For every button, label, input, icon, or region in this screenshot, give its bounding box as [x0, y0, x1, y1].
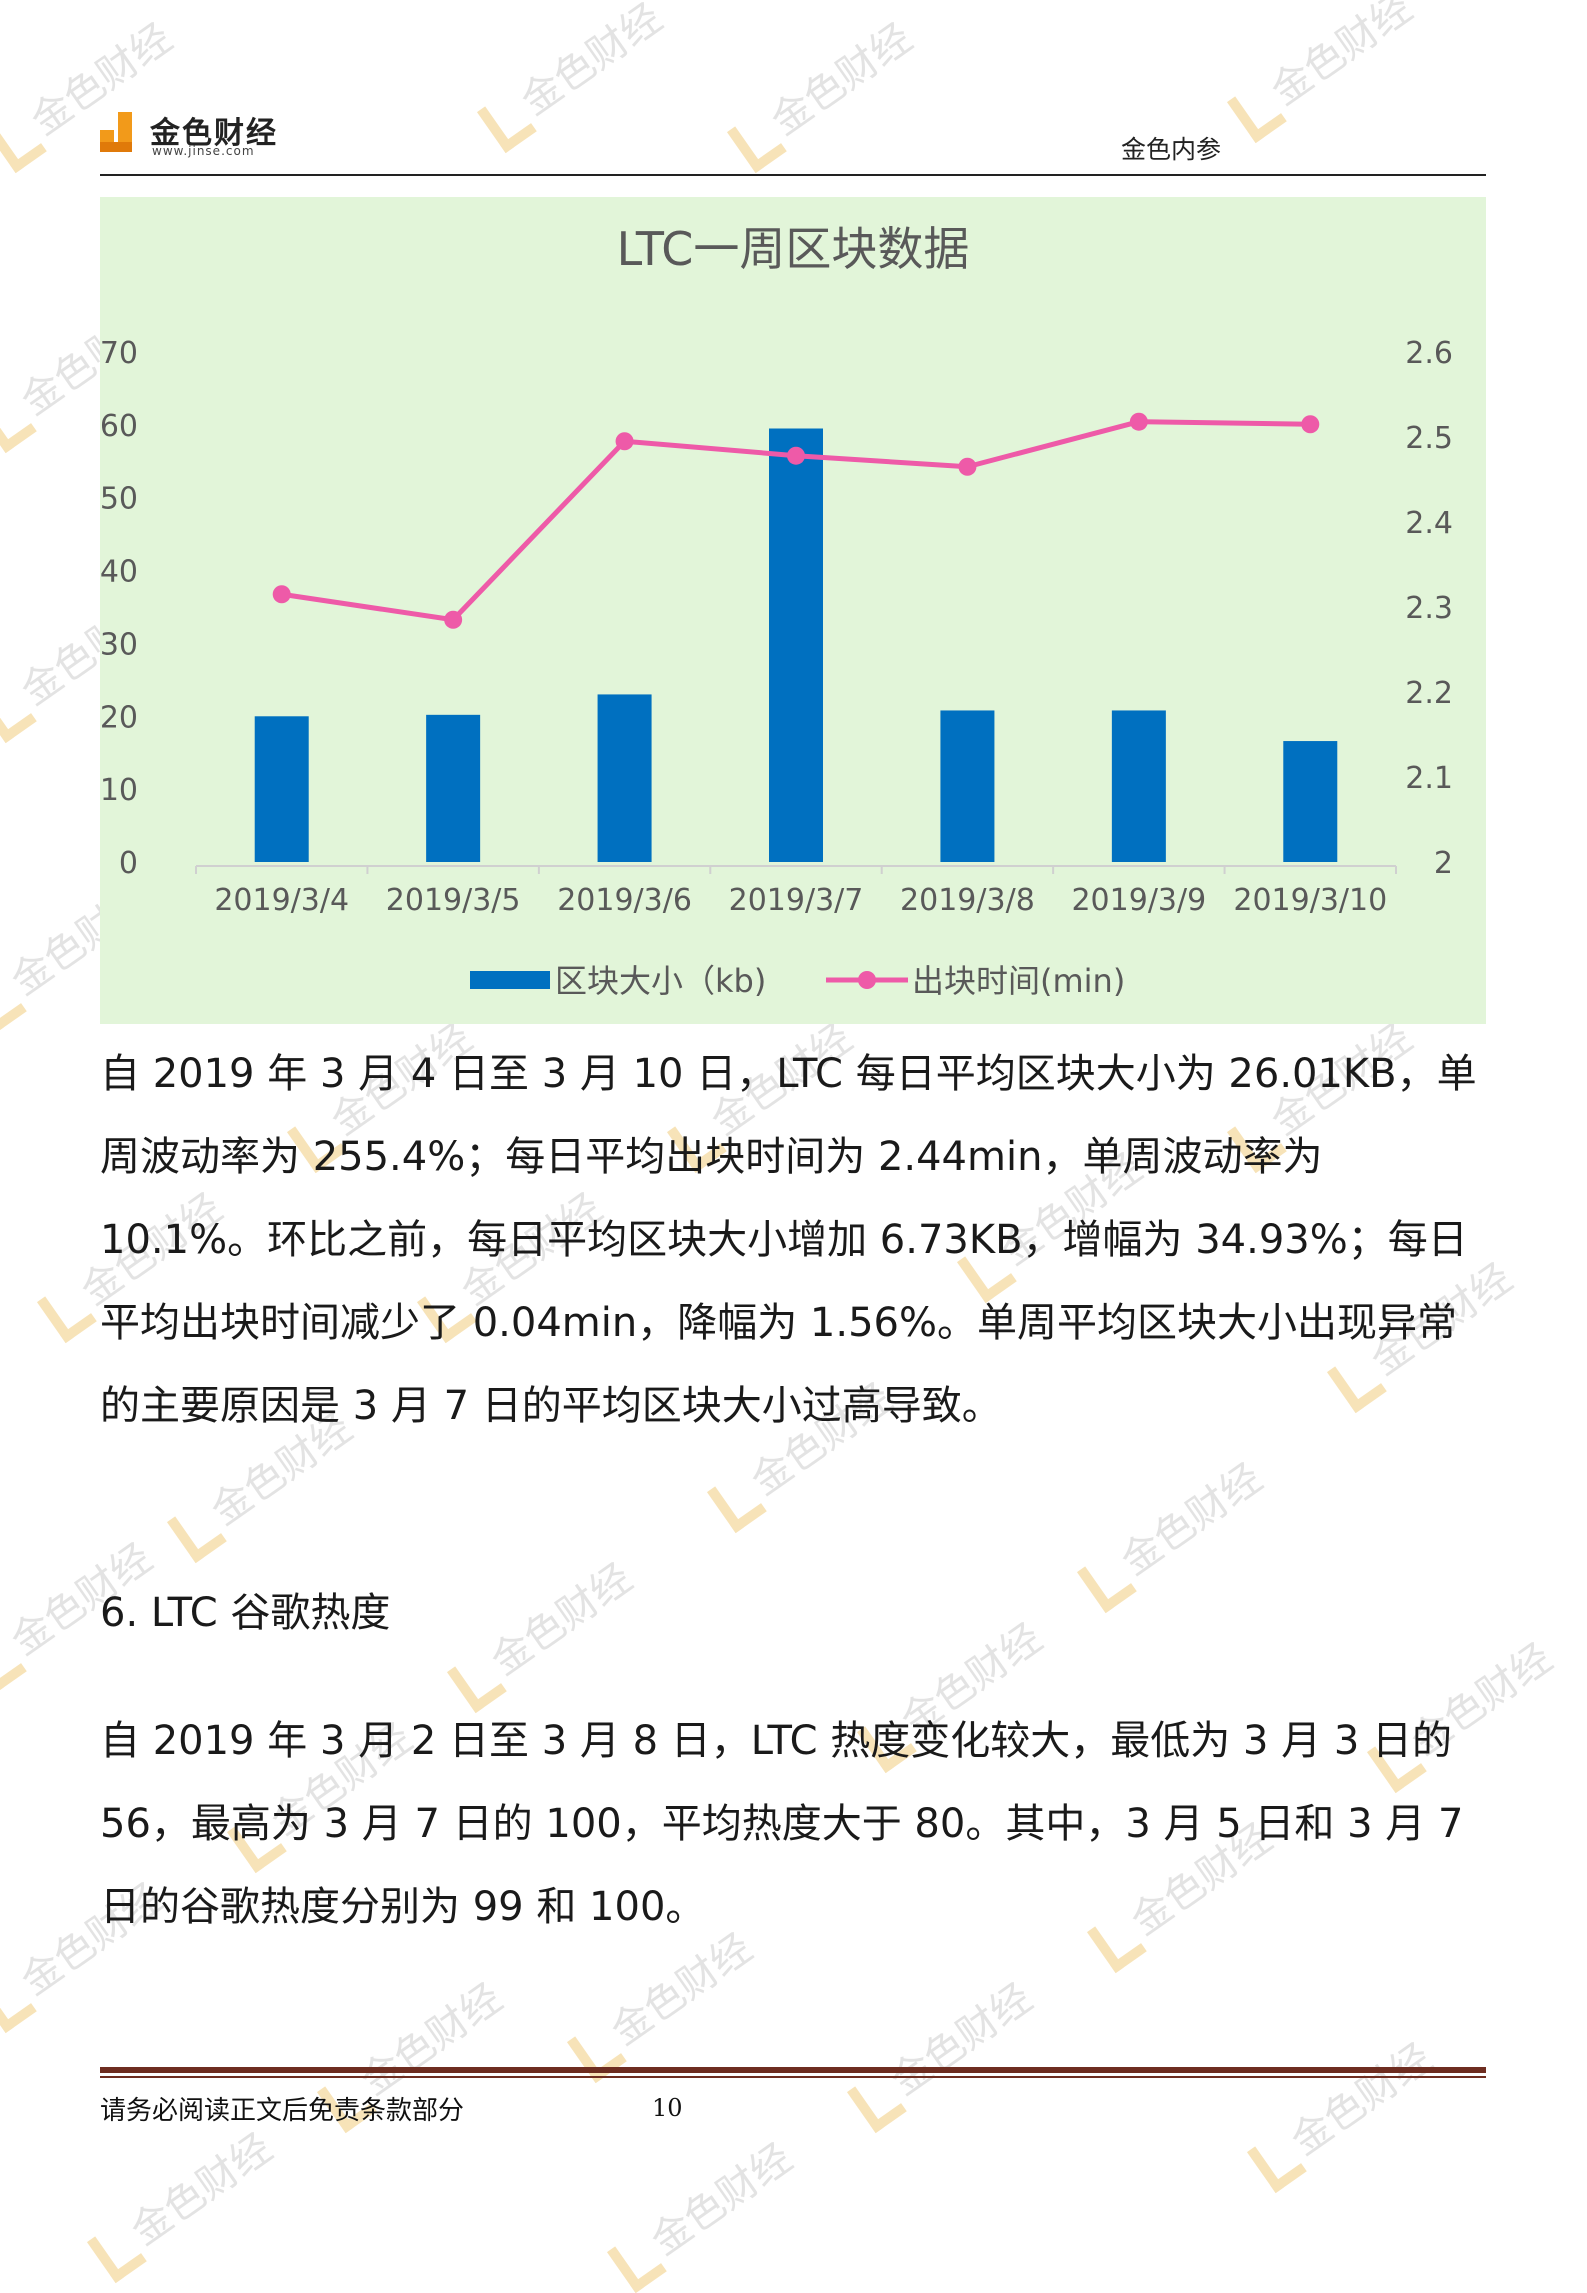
bar-block-size	[769, 428, 823, 862]
bar-block-size	[254, 716, 309, 862]
x-tick-label: 2019/3/6	[557, 883, 692, 918]
x-tick-label: 2019/3/4	[214, 883, 349, 918]
watermark-logo-icon	[0, 390, 37, 454]
footer-rule-thin	[100, 2076, 1486, 2078]
jinse-logo-icon	[100, 112, 140, 152]
chart-title: LTC一周区块数据	[617, 222, 970, 276]
watermark-logo-icon	[846, 2070, 907, 2134]
watermark: 金色财经	[441, 1547, 643, 1714]
legend-swatch-bar	[470, 971, 550, 989]
paragraph-block-summary: 自 2019 年 3 月 4 日至 3 月 10 日，LTC 每日平均区块大小为…	[100, 1051, 1477, 1429]
x-tick-label: 2019/3/5	[386, 883, 521, 918]
watermark: 金色财经	[81, 2117, 283, 2284]
y-right-tick-label: 2.5	[1405, 421, 1453, 456]
watermark-logo-icon	[1246, 2130, 1307, 2194]
page-header: 金色财经 www.jinse.com 金色内参	[100, 100, 1486, 176]
watermark-logo-icon	[0, 680, 37, 744]
watermark-logo-icon	[0, 1970, 37, 2034]
line-point-block-time	[615, 432, 634, 451]
y-left-tick-label: 0	[119, 846, 138, 881]
line-point-block-time	[1129, 412, 1148, 431]
header-title: 金色内参	[1120, 135, 1221, 164]
footer-rule	[100, 2067, 1486, 2073]
line-point-block-time	[958, 457, 977, 476]
legend-label-block-time: 出块时间(min)	[912, 962, 1125, 1000]
watermark: 金色财经	[1071, 1447, 1273, 1614]
watermark-logo-icon	[706, 1470, 767, 1534]
watermark-logo-icon	[566, 2020, 627, 2084]
paragraph-google-trends: 自 2019 年 3 月 2 日至 3 月 8 日，LTC 热度变化较大，最低为…	[100, 1718, 1464, 1930]
bar-block-size	[1283, 741, 1338, 862]
legend-swatch-marker	[858, 971, 876, 989]
legend-label-block-size: 区块大小（kb)	[555, 962, 766, 1000]
x-tick-label: 2019/3/10	[1233, 883, 1387, 918]
y-left-tick-label: 40	[100, 555, 138, 590]
watermark: 金色财经	[601, 2127, 803, 2293]
section-heading: 6. LTC 谷歌热度	[100, 1590, 391, 1636]
watermark-logo-icon	[0, 110, 47, 174]
bar-block-size	[940, 710, 995, 862]
logo-url: www.jinse.com	[152, 144, 255, 158]
bar-block-size	[597, 694, 652, 862]
logo-text: 金色财经	[150, 116, 278, 151]
footer-disclaimer: 请务必阅读正文后免责条款部分	[100, 2096, 465, 2126]
line-point-block-time	[444, 610, 463, 629]
y-right-tick-label: 2.3	[1405, 591, 1453, 626]
x-tick-label: 2019/3/7	[729, 883, 864, 918]
y-left-tick-label: 30	[100, 627, 138, 662]
watermark-logo-icon	[0, 970, 27, 1034]
watermark: 金色财经	[1241, 2027, 1443, 2194]
y-right-tick-label: 2.2	[1405, 676, 1453, 711]
line-point-block-time	[787, 446, 805, 465]
watermark-logo-icon	[606, 2230, 667, 2293]
line-point-block-time	[272, 585, 291, 604]
y-left-tick-label: 50	[100, 482, 138, 517]
watermark-logo-icon	[86, 2220, 147, 2284]
y-left-tick-label: 60	[100, 409, 138, 444]
y-left-tick-label: 70	[100, 336, 138, 371]
y-right-tick-label: 2.1	[1405, 761, 1453, 796]
watermark-logo-icon	[36, 1280, 97, 1344]
ltc-weekly-block-chart: LTC一周区块数据 0 10 20 30 40 50 60 70 2 2.1 2.2 2.3 2.4 2.5…	[100, 222, 1453, 1000]
chart-container: LTC一周区块数据 0 10 20 30 40 50 60 70 2 2.1 2.2 2.3 2.4 2.5…	[100, 197, 1486, 1024]
y-right-tick-label: 2.6	[1405, 336, 1453, 371]
line-point-block-time	[1301, 415, 1320, 434]
watermark: 金色财经	[841, 1967, 1043, 2134]
y-left-tick-label: 10	[100, 773, 138, 808]
x-tick-label: 2019/3/8	[900, 883, 1035, 918]
y-right-tick-label: 2	[1434, 846, 1453, 881]
x-tick-label: 2019/3/9	[1071, 883, 1206, 918]
bar-block-size	[426, 714, 481, 862]
watermark-logo-icon	[0, 1630, 27, 1694]
watermark-logo-icon	[166, 1500, 227, 1564]
watermark-logo-icon	[1076, 1550, 1137, 1614]
bar-block-size	[1111, 710, 1166, 862]
y-left-tick-label: 20	[100, 700, 138, 735]
page-number: 10	[652, 2094, 683, 2122]
y-right-tick-label: 2.4	[1405, 506, 1453, 541]
